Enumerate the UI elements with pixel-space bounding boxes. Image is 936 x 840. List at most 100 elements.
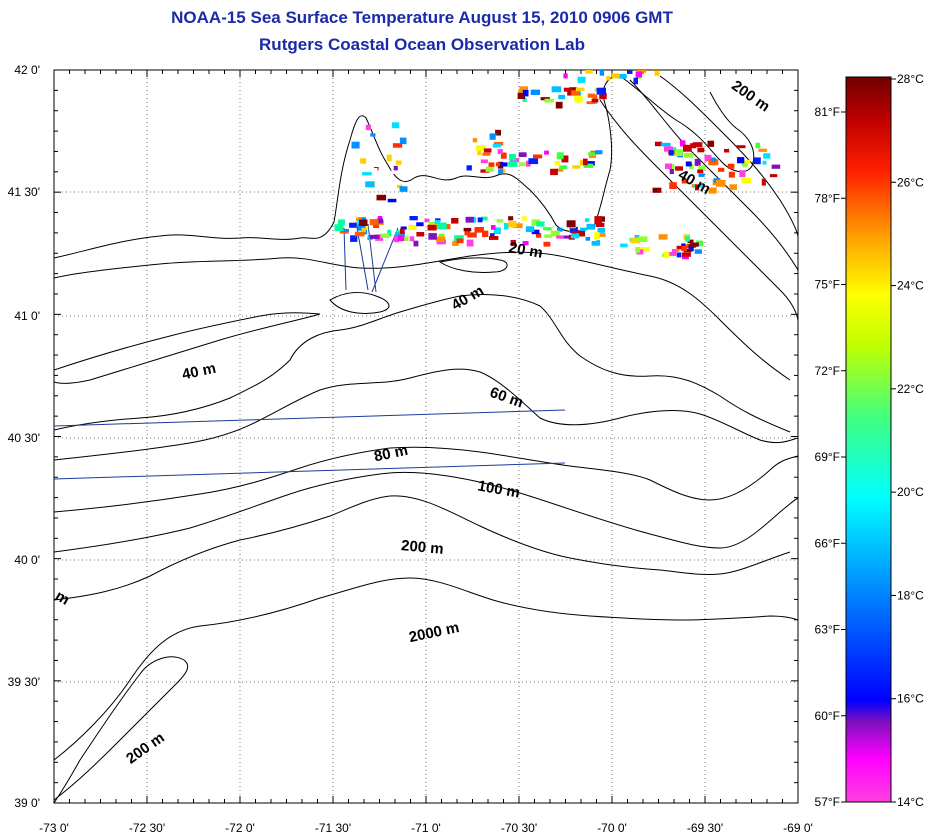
shelf-contour-20m — [54, 251, 791, 381]
sst-pixel — [556, 152, 564, 160]
sst-pixel — [399, 137, 407, 145]
contour-200m — [54, 495, 791, 601]
sst-pixel — [574, 96, 583, 102]
coastline — [54, 75, 621, 259]
sst-pixel — [586, 100, 596, 105]
sst-pixel — [716, 179, 726, 187]
sst-pixel — [577, 76, 586, 83]
contour-40m — [54, 294, 791, 433]
sst-pixel — [654, 141, 662, 147]
colorbar-celsius-label: 24°C — [897, 279, 924, 293]
sst-pixel — [736, 145, 746, 149]
sst-pixel — [480, 169, 490, 173]
sst-pixel — [654, 70, 660, 76]
sst-pixel — [356, 217, 362, 221]
sst-pixel — [763, 153, 771, 159]
sst-pixel — [669, 169, 674, 175]
map-subtitle: Rutgers Coastal Ocean Observation Lab — [259, 35, 585, 54]
sst-pixel — [606, 76, 611, 81]
sst-pixel — [349, 222, 357, 228]
sst-pixel — [490, 233, 495, 237]
sst-pixel — [377, 218, 383, 224]
sst-pixel — [473, 165, 481, 172]
sst-pixel — [519, 162, 526, 167]
sst-pixel — [526, 160, 531, 167]
sst-pixel — [571, 90, 580, 96]
sst-pixel — [380, 217, 391, 221]
sst-pixel — [630, 237, 641, 244]
contour-label: 40 m — [181, 360, 218, 384]
sst-pixel — [663, 146, 673, 152]
sst-pixel — [409, 236, 415, 242]
sst-pixel — [436, 239, 446, 245]
sst-pixel — [400, 226, 407, 230]
colorbar-fahrenheit-labels: 81°F 78°F 75°F 72°F 69°F 66°F 63°F 60°F 57°F — [815, 105, 846, 809]
sst-pixel — [416, 222, 424, 227]
sst-pixel — [530, 89, 540, 95]
colorbar-fahrenheit-label: 78°F — [815, 191, 840, 205]
latitude-tick-label: 40 30' — [8, 431, 40, 445]
sst-pixel — [518, 152, 527, 157]
sst-pixel — [739, 170, 746, 177]
sst-pixel — [512, 86, 519, 93]
sst-pixel — [585, 70, 593, 74]
sst-pixel — [572, 165, 581, 169]
sst-pixel — [551, 86, 562, 93]
sst-pixel — [558, 94, 566, 100]
sst-pixel — [571, 230, 577, 236]
sst-pixel — [474, 227, 484, 233]
colorbar-fahrenheit-label: 66°F — [815, 536, 840, 550]
sst-pixel — [639, 247, 650, 252]
longitude-labels: -73 0' -72 30' -72 0' -71 30' -71 0' -70 30' -… — [39, 821, 813, 835]
sst-pixel — [517, 92, 526, 99]
sst-pixel — [591, 236, 597, 241]
sst-pixel — [633, 77, 638, 85]
sst-pixel — [483, 148, 492, 153]
sst-pixel — [510, 239, 516, 247]
sst-pixel — [663, 251, 671, 258]
sst-pixel — [495, 162, 501, 167]
sst-pixel — [488, 162, 495, 168]
sst-pixel — [753, 157, 761, 165]
sst-pixel — [341, 228, 349, 232]
sst-pixel — [475, 145, 486, 151]
sst-pixel — [682, 252, 691, 257]
colorbar-celsius-label: 26°C — [897, 175, 924, 189]
sst-pixel — [480, 159, 488, 164]
sst-pixel — [466, 165, 472, 171]
sst-pixel — [489, 133, 497, 140]
sst-pixel — [456, 238, 464, 244]
sst-pixel — [594, 216, 603, 223]
sst-pixel — [669, 249, 677, 256]
sst-pixel — [599, 70, 605, 76]
sst-pixel — [498, 169, 504, 175]
sst-pixel — [509, 153, 517, 161]
sst-pixel — [692, 142, 703, 148]
sst-pixel — [611, 73, 620, 79]
sst-pixel — [393, 165, 398, 171]
sst-pixel — [452, 240, 459, 246]
sst-pixel — [688, 244, 694, 252]
sst-pixel — [579, 227, 587, 231]
long-island-outline — [54, 312, 321, 384]
sst-pixel — [617, 74, 627, 79]
sst-pixel — [481, 133, 487, 138]
sst-pixel — [395, 232, 405, 237]
sst-pixel — [400, 228, 405, 235]
sst-pixel — [369, 234, 380, 239]
sst-pixel — [769, 174, 778, 178]
sst-pixel — [685, 161, 692, 167]
sst-pixel — [698, 173, 705, 177]
sst-pixel — [654, 150, 659, 156]
sst-pixel — [472, 138, 478, 143]
sst-pixel — [550, 168, 558, 176]
sst-pixel — [683, 248, 692, 253]
sst-pixel — [583, 158, 588, 166]
colorbar-celsius-labels: 28°C 26°C 24°C 22°C 20°C 18°C 16°C 14°C — [891, 72, 924, 809]
sst-pixel — [466, 239, 474, 247]
latitude-tick-label: 42 0' — [14, 63, 40, 77]
survey-track-2 — [54, 462, 566, 480]
sst-pixel — [543, 241, 551, 247]
sst-pixel — [588, 153, 596, 159]
sst-pixel — [681, 243, 686, 247]
